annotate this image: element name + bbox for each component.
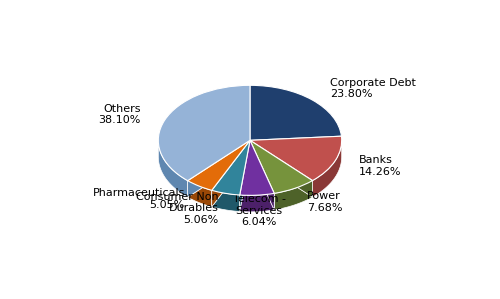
Text: Consumer Non
Durables
5.06%: Consumer Non Durables 5.06% xyxy=(136,192,218,225)
Polygon shape xyxy=(188,181,212,207)
Wedge shape xyxy=(212,140,250,195)
Polygon shape xyxy=(250,140,274,210)
Polygon shape xyxy=(212,190,240,211)
Wedge shape xyxy=(250,85,342,140)
Wedge shape xyxy=(250,140,312,193)
Wedge shape xyxy=(240,140,274,195)
Polygon shape xyxy=(188,140,250,197)
Polygon shape xyxy=(250,140,274,210)
Text: Pharmaceuticals
5.05%: Pharmaceuticals 5.05% xyxy=(92,188,185,210)
Text: Others
38.10%: Others 38.10% xyxy=(98,104,140,125)
Polygon shape xyxy=(188,140,250,197)
Polygon shape xyxy=(250,140,312,197)
Polygon shape xyxy=(212,140,250,207)
Text: Telecom -
Services
6.04%: Telecom - Services 6.04% xyxy=(232,194,285,227)
Text: Banks
14.26%: Banks 14.26% xyxy=(360,155,402,177)
Polygon shape xyxy=(240,140,250,211)
Polygon shape xyxy=(250,140,312,197)
Polygon shape xyxy=(312,140,342,197)
Polygon shape xyxy=(240,193,274,212)
Wedge shape xyxy=(250,136,342,181)
Polygon shape xyxy=(212,140,250,207)
Polygon shape xyxy=(158,141,188,197)
Wedge shape xyxy=(188,140,250,190)
Text: Power
7.68%: Power 7.68% xyxy=(307,191,342,213)
Text: Corporate Debt
23.80%: Corporate Debt 23.80% xyxy=(330,78,416,100)
Wedge shape xyxy=(158,85,250,181)
Polygon shape xyxy=(274,181,312,210)
Polygon shape xyxy=(240,140,250,211)
